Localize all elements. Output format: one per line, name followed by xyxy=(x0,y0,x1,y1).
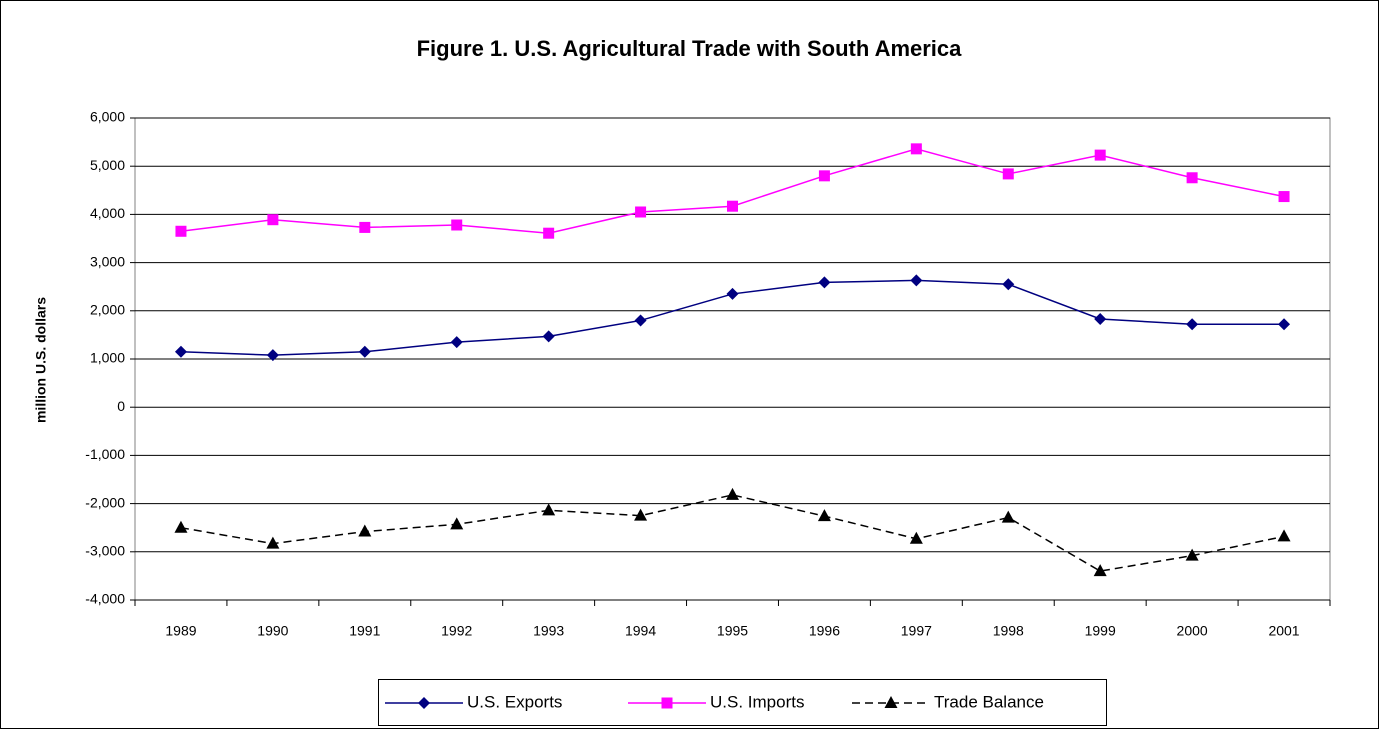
marker xyxy=(542,503,556,516)
legend-marker xyxy=(884,696,898,708)
x-tick-label: 1995 xyxy=(717,623,748,639)
legend-label: U.S. Imports xyxy=(710,692,804,711)
marker xyxy=(358,345,371,358)
y-axis-label: million U.S. dollars xyxy=(33,297,49,423)
marker xyxy=(1185,548,1199,561)
marker xyxy=(910,274,923,287)
marker xyxy=(450,517,464,530)
marker xyxy=(175,225,187,237)
legend-label: Trade Balance xyxy=(934,692,1044,711)
marker xyxy=(635,206,647,218)
x-tick-label: 1992 xyxy=(441,623,472,639)
marker xyxy=(1093,564,1107,577)
y-tick-label: 6,000 xyxy=(90,109,125,125)
marker xyxy=(634,314,647,327)
y-tick-label: -4,000 xyxy=(85,591,125,607)
marker xyxy=(726,487,739,500)
marker xyxy=(359,221,371,233)
marker xyxy=(174,520,188,533)
marker xyxy=(1001,510,1015,523)
y-tick-label: 5,000 xyxy=(90,157,125,173)
x-tick-label: 1994 xyxy=(625,623,656,639)
marker xyxy=(450,336,463,349)
marker xyxy=(817,509,831,522)
marker xyxy=(358,524,372,537)
marker xyxy=(543,227,555,239)
marker xyxy=(1094,312,1107,325)
x-tick-label: 1998 xyxy=(993,623,1024,639)
marker xyxy=(174,345,187,358)
marker xyxy=(818,170,830,182)
y-tick-label: 4,000 xyxy=(90,205,125,221)
marker xyxy=(542,330,555,343)
marker xyxy=(1278,318,1291,331)
x-tick-label: 1990 xyxy=(257,623,288,639)
marker xyxy=(818,276,831,289)
marker xyxy=(267,214,279,226)
legend-box xyxy=(378,679,1107,726)
y-tick-label: -2,000 xyxy=(85,494,125,510)
marker xyxy=(451,219,463,231)
marker xyxy=(1186,172,1198,184)
x-tick-label: 1997 xyxy=(901,623,932,639)
x-tick-label: 1993 xyxy=(533,623,564,639)
legend-marker xyxy=(418,697,430,709)
x-tick-label: 2001 xyxy=(1268,623,1299,639)
marker xyxy=(1002,278,1015,291)
y-tick-label: -3,000 xyxy=(85,543,125,559)
x-tick-label: 2000 xyxy=(1177,623,1208,639)
x-tick-label: 1996 xyxy=(809,623,840,639)
x-tick-label: 1999 xyxy=(1085,623,1116,639)
y-tick-label: 2,000 xyxy=(90,302,125,318)
chart-title: Figure 1. U.S. Agricultural Trade with S… xyxy=(417,36,963,61)
marker xyxy=(266,349,279,362)
marker xyxy=(1094,149,1106,161)
y-tick-label: -1,000 xyxy=(85,446,125,462)
y-tick-label: 3,000 xyxy=(90,253,125,269)
marker xyxy=(910,143,922,155)
x-tick-label: 1989 xyxy=(165,623,196,639)
marker xyxy=(266,536,280,549)
marker xyxy=(726,287,739,300)
x-tick-label: 1991 xyxy=(349,623,380,639)
marker xyxy=(634,508,648,521)
legend-marker xyxy=(661,697,673,709)
marker xyxy=(1278,191,1290,203)
legend-label: U.S. Exports xyxy=(467,692,562,711)
marker xyxy=(1277,529,1291,542)
marker xyxy=(727,200,738,212)
marker xyxy=(1002,168,1014,180)
marker xyxy=(1186,318,1199,331)
marker xyxy=(909,531,923,544)
y-tick-label: 1,000 xyxy=(90,350,125,366)
y-tick-label: 0 xyxy=(117,398,125,414)
